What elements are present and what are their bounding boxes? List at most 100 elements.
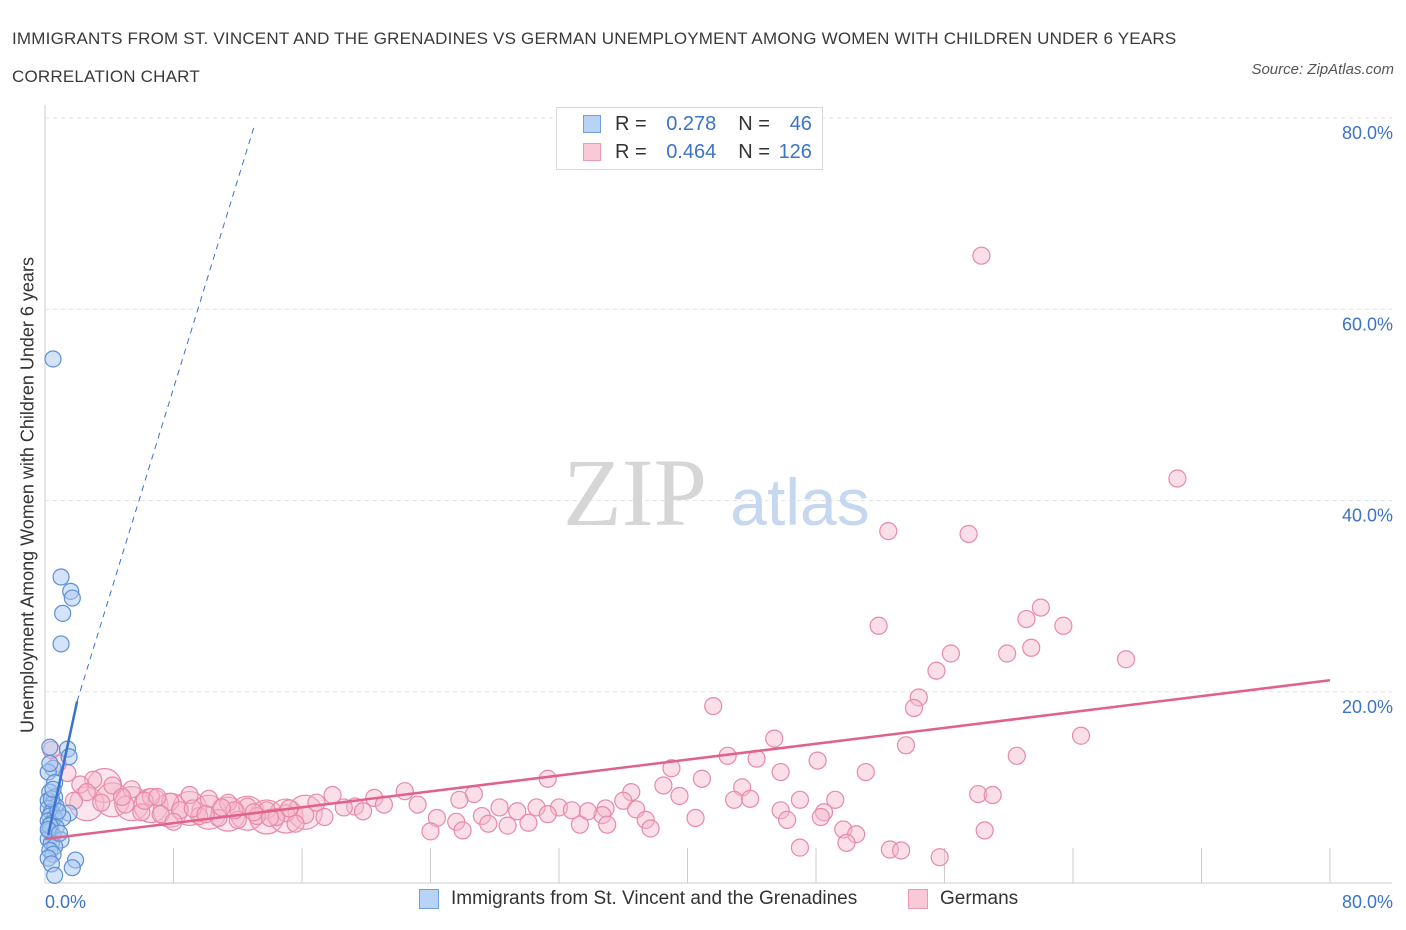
- immigrants-point: [41, 738, 59, 756]
- grid-lines: [45, 117, 1392, 693]
- germans-point: [686, 808, 705, 828]
- germans-point: [909, 688, 928, 707]
- germans-point: [598, 815, 617, 834]
- germans-point: [641, 819, 660, 838]
- legend-label-immigrants: Immigrants from St. Vincent and the Gren…: [451, 888, 858, 909]
- germans-point: [927, 661, 946, 680]
- germans-point: [212, 798, 231, 817]
- legend-n-label: N =: [738, 140, 770, 163]
- germans-point: [508, 802, 527, 821]
- germans-point: [771, 762, 790, 782]
- immigrants-point: [41, 754, 59, 773]
- watermark-atlas: atlas: [730, 465, 869, 539]
- germans-point: [869, 616, 888, 635]
- immigrants-point: [52, 568, 70, 586]
- germans-point: [983, 785, 1002, 805]
- germans-point: [904, 698, 924, 718]
- germans-point: [1071, 726, 1091, 745]
- germans-point: [826, 790, 845, 809]
- germans-point: [969, 784, 988, 804]
- germans-point: [199, 789, 218, 808]
- germans-point: [1022, 638, 1041, 657]
- germans-point: [450, 790, 469, 809]
- x-tick-label: 0.0%: [45, 892, 86, 912]
- germans-point: [771, 801, 790, 820]
- series-legend: Immigrants from St. Vincent and the Gren…: [0, 888, 1406, 916]
- legend-item-germans: Germans: [908, 888, 1018, 910]
- y-tick-label: 20.0%: [1342, 697, 1393, 717]
- germans-point: [112, 787, 132, 807]
- germans-point: [395, 782, 414, 801]
- germans-point: [1116, 650, 1136, 669]
- germans-point: [790, 838, 810, 857]
- germans-point: [896, 736, 916, 755]
- blue-swatch: [419, 889, 439, 909]
- legend-r-label: R =: [615, 112, 647, 135]
- germans-point: [593, 806, 612, 825]
- germans-point: [267, 807, 286, 827]
- germans-point: [1168, 469, 1187, 488]
- y-tick-label: 40.0%: [1342, 506, 1393, 526]
- germans-point: [498, 816, 517, 835]
- legend-n-value: 46: [789, 112, 812, 135]
- germans-point: [315, 807, 334, 827]
- germans-point: [892, 841, 911, 860]
- germans-point: [808, 751, 827, 770]
- y-tick-label: 60.0%: [1342, 314, 1393, 334]
- germans-point: [527, 798, 546, 817]
- legend-row-pink: R = 0.464 N = 126: [583, 139, 812, 165]
- germans-point: [975, 821, 994, 840]
- germans-point: [353, 802, 373, 821]
- germans-point: [490, 798, 509, 817]
- germans-point: [654, 776, 673, 795]
- germans-point-large: [114, 786, 150, 822]
- germans-point: [998, 644, 1017, 663]
- germans-trend-line: [44, 679, 1331, 841]
- germans-point: [122, 780, 141, 799]
- watermark: ZIP atlas: [563, 439, 870, 546]
- legend-r-value: 0.278: [666, 112, 717, 135]
- germans-point: [741, 789, 760, 808]
- legend-row-blue: R = 0.278 N = 46: [583, 111, 812, 137]
- germans-point: [837, 833, 856, 852]
- germans-point: [670, 786, 689, 806]
- immigrants-trend-line: [46, 701, 79, 836]
- germans-point: [879, 521, 898, 541]
- germans-point: [856, 762, 875, 782]
- germans-point: [519, 813, 538, 832]
- germans-point: [692, 769, 712, 788]
- germans-point: [704, 696, 723, 716]
- legend-r-value: 0.464: [666, 140, 717, 163]
- germans-point: [1007, 746, 1026, 765]
- germans-point: [1031, 598, 1050, 617]
- germans-point: [1054, 616, 1073, 635]
- immigrants-point: [63, 859, 81, 877]
- germans-point: [930, 848, 949, 867]
- germans-point: [972, 246, 991, 265]
- germans-point: [636, 810, 655, 829]
- germans-point: [408, 795, 427, 814]
- tick-labels: 20.0% 40.0% 60.0% 80.0% 0.0% 80.0%: [45, 123, 1393, 912]
- germans-point: [479, 814, 498, 833]
- germans-point: [959, 524, 978, 544]
- correlation-legend: R = 0.278 N = 46 R = 0.464 N = 126: [556, 107, 823, 170]
- y-tick-label: 80.0%: [1342, 123, 1393, 143]
- germans-point: [148, 787, 167, 807]
- legend-n-value: 126: [778, 140, 812, 163]
- immigrants-trend-extension: [76, 127, 255, 702]
- y-axis-title: Unemployment Among Women with Children U…: [17, 257, 38, 733]
- germans-point: [765, 729, 784, 748]
- germans-point: [180, 785, 199, 805]
- legend-n-label: N =: [738, 112, 770, 135]
- germans-point: [724, 790, 744, 809]
- germans-point: [614, 791, 633, 810]
- germans-point: [941, 644, 961, 663]
- germans-point: [286, 814, 305, 833]
- immigrants-point: [54, 604, 72, 622]
- trend-lines: [44, 127, 1331, 841]
- germans-point: [777, 810, 797, 829]
- germans-point: [1017, 609, 1036, 629]
- watermark-zip: ZIP: [563, 439, 707, 546]
- germans-point: [662, 759, 681, 778]
